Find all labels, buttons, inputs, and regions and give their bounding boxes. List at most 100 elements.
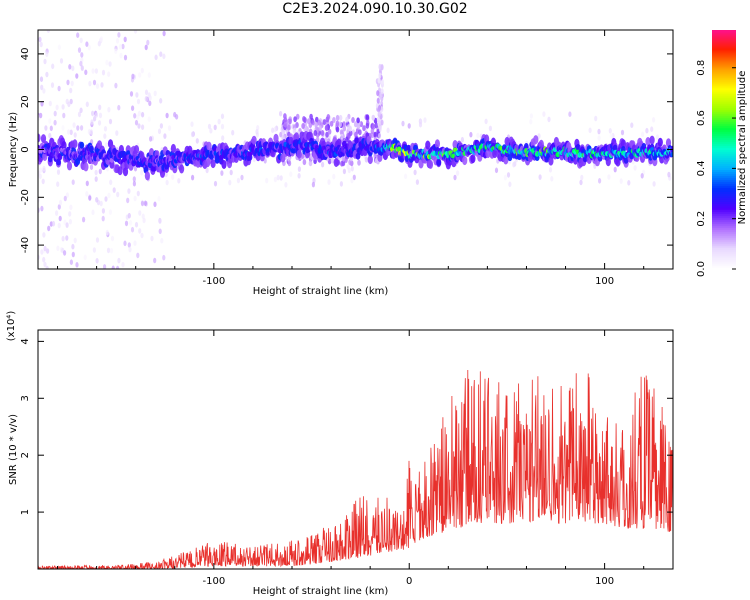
bottom-frame: [37, 329, 674, 570]
spectrogram-cell: [353, 121, 358, 128]
spectrogram-cell: [380, 88, 384, 95]
spectrogram-cell: [494, 167, 499, 174]
colorbar-segment: [712, 255, 736, 258]
spectrogram-cell: [148, 100, 152, 107]
spectrogram-cell: [45, 71, 49, 78]
colorbar-segment: [712, 195, 736, 198]
top-ytick-label: 40: [20, 48, 31, 61]
spectrogram-cell: [371, 114, 376, 121]
spectrogram-cell: [58, 199, 63, 206]
spectrogram-cell: [302, 159, 307, 166]
spectrogram-cell: [159, 51, 163, 57]
spectrogram-cell: [367, 155, 373, 165]
colorbar-segment: [712, 181, 736, 184]
colorbar-segment: [712, 183, 736, 186]
spectrogram-cell: [95, 197, 99, 203]
spectrogram-cell: [213, 124, 217, 131]
spectrogram-cell: [46, 248, 50, 254]
spectrogram-cell: [127, 242, 131, 248]
spectrogram-cell: [276, 174, 280, 181]
colorbar-segment: [712, 205, 736, 208]
colorbar-segment: [712, 179, 736, 182]
spectrogram-cell: [133, 113, 137, 119]
spectrogram-cell: [210, 159, 216, 169]
colorbar-segment: [712, 129, 736, 133]
spectrogram-cell: [98, 104, 102, 111]
spectrogram-cell: [317, 119, 322, 126]
spectrogram-cell: [129, 91, 134, 97]
colorbar-segment: [712, 251, 736, 254]
spectrogram-cell: [292, 127, 297, 134]
spectrogram-cell: [138, 210, 142, 216]
spectrogram-cell: [95, 258, 99, 264]
spectrogram-cell: [347, 132, 351, 139]
spectrogram-cell: [148, 148, 155, 157]
spectrogram-cell: [609, 133, 613, 139]
spectrogram-cell: [396, 146, 402, 152]
spectrogram-cell: [107, 71, 111, 77]
spectrogram-cell: [59, 58, 64, 64]
spectrogram-cell: [43, 261, 47, 268]
spectrogram-cell: [401, 120, 405, 127]
colorbar-segment: [712, 105, 736, 109]
colorbar-segment: [712, 39, 736, 43]
colorbar-segment: [712, 73, 736, 77]
spectrogram-cell: [85, 101, 89, 108]
spectrogram-cell: [236, 177, 240, 184]
spectrogram-cell: [123, 240, 127, 247]
spectrogram-cell: [112, 187, 116, 193]
spectrogram-cell: [306, 118, 311, 125]
spectrogram-cell: [67, 129, 71, 135]
spectrogram-cell: [128, 246, 132, 253]
spectrogram-cell: [122, 167, 129, 177]
colorbar-segment: [712, 229, 736, 232]
colorbar-segment: [712, 109, 736, 113]
spectrogram-cell: [333, 158, 339, 167]
spectrogram-cell: [70, 80, 74, 87]
colorbar-segment: [712, 147, 736, 151]
colorbar-segment: [712, 87, 736, 91]
colorbar-tick-label: 0.6: [696, 110, 707, 126]
spectrogram-cell: [297, 166, 301, 172]
spectrogram-cell: [326, 114, 331, 120]
spectrogram-cell: [191, 174, 195, 181]
bottom-scale-label: (x10⁴): [6, 311, 17, 342]
colorbar-segment: [712, 81, 736, 85]
spectrogram-cell: [140, 232, 144, 239]
spectrogram-cell: [173, 111, 177, 118]
colorbar-segment: [712, 99, 736, 103]
spectrogram-cell: [619, 178, 623, 184]
spectrogram-cell: [340, 160, 344, 167]
spectrogram-cell: [141, 213, 145, 220]
colorbar-segment: [712, 117, 736, 121]
colorbar-segment: [712, 189, 736, 192]
spectrogram-cell: [373, 131, 378, 138]
spectrogram-cell: [135, 92, 139, 98]
spectrogram-cell: [109, 247, 114, 254]
spectrogram-cell: [340, 133, 344, 140]
colorbar-segment: [712, 83, 736, 87]
colorbar-segment: [712, 153, 736, 157]
top-xtick-label: 100: [595, 276, 614, 287]
spectrogram-cell: [597, 128, 601, 135]
spectrogram-cell: [271, 127, 275, 134]
spectrogram-cell: [503, 174, 507, 181]
spectrogram-cell: [273, 176, 277, 183]
bottom-xtick-label: -100: [202, 576, 225, 587]
spectrogram-cell: [148, 95, 152, 101]
spectrogram-cell: [627, 180, 631, 186]
spectrogram-cell: [579, 179, 583, 186]
colorbar-segment: [712, 167, 736, 171]
colorbar-segment: [712, 127, 736, 131]
colorbar-segment: [712, 243, 736, 246]
spectrogram-cell: [537, 133, 541, 139]
spectrogram-cell: [95, 237, 100, 243]
spectrogram-cell: [42, 256, 46, 263]
spectrogram-cell: [85, 180, 89, 187]
spectrogram-cell: [47, 225, 51, 232]
spectrogram-cell: [303, 117, 307, 123]
colorbar-segment: [712, 253, 736, 256]
spectrogram-cell: [329, 120, 334, 127]
colorbar-segment: [712, 211, 736, 214]
colorbar-segment: [712, 131, 736, 135]
